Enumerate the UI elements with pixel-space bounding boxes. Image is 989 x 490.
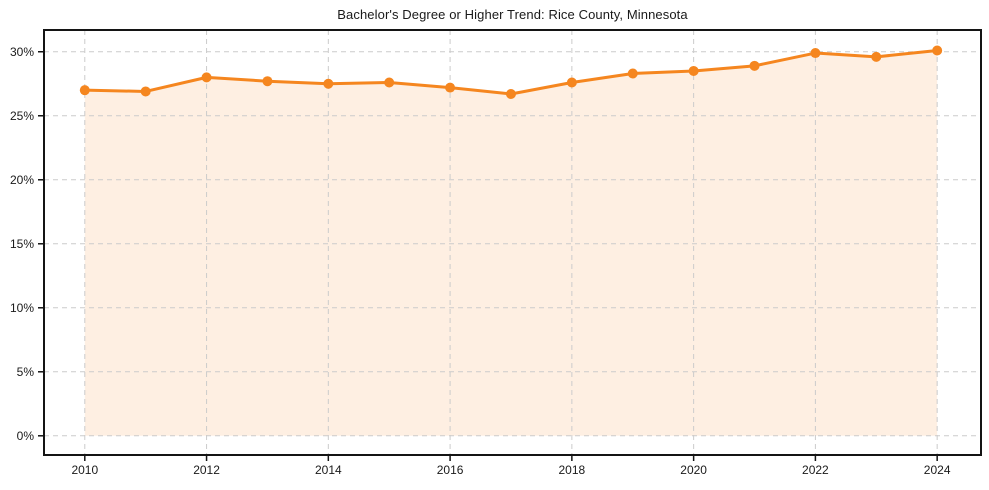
y-tick-label: 15%: [10, 237, 34, 251]
data-point-marker: [566, 77, 577, 88]
x-tick-label: 2014: [315, 463, 342, 477]
chart-title: Bachelor's Degree or Higher Trend: Rice …: [337, 7, 688, 22]
data-point-marker: [384, 77, 395, 88]
x-tick-label: 2018: [559, 463, 586, 477]
x-tick-label: 2016: [437, 463, 464, 477]
plot-border: [43, 29, 982, 456]
data-point-marker: [79, 85, 90, 96]
y-tick-label: 0%: [17, 429, 35, 443]
data-point-marker: [749, 60, 760, 71]
area-fill: [84, 50, 938, 436]
data-point-marker: [627, 68, 638, 79]
data-point-marker: [932, 45, 943, 56]
y-tick-label: 25%: [10, 109, 34, 123]
data-point-marker: [445, 82, 456, 93]
y-tick-label: 5%: [17, 365, 35, 379]
y-tick-label: 10%: [10, 301, 34, 315]
x-tick-label: 2020: [680, 463, 707, 477]
data-point-marker: [201, 72, 212, 83]
data-point-marker: [140, 86, 151, 97]
y-tick-label: 30%: [10, 45, 34, 59]
x-tick-label: 2012: [193, 463, 220, 477]
x-tick-label: 2010: [71, 463, 98, 477]
data-point-marker: [262, 76, 273, 87]
data-point-marker: [810, 48, 821, 59]
x-tick-label: 2024: [924, 463, 951, 477]
data-point-marker: [505, 89, 516, 100]
data-point-marker: [688, 65, 699, 76]
y-tick-label: 20%: [10, 173, 34, 187]
data-point-marker: [871, 51, 882, 62]
data-point-marker: [323, 78, 334, 89]
x-tick-label: 2022: [802, 463, 829, 477]
